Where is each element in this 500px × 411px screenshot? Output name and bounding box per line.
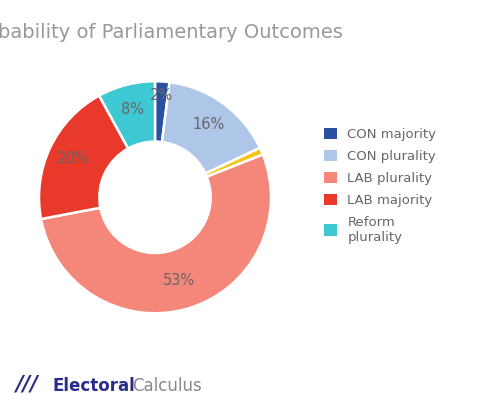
Text: ///: ///: [15, 374, 38, 395]
Wedge shape: [206, 148, 263, 177]
Text: 20%: 20%: [57, 151, 90, 166]
Wedge shape: [39, 96, 128, 219]
Text: 53%: 53%: [163, 273, 196, 289]
Wedge shape: [99, 81, 155, 148]
Text: Calculus: Calculus: [132, 376, 202, 395]
Text: 16%: 16%: [192, 117, 224, 132]
Legend: CON majority, CON plurality, LAB plurality, LAB majority, Reform
plurality: CON majority, CON plurality, LAB plurali…: [321, 125, 439, 246]
Text: Electoral: Electoral: [52, 376, 135, 395]
Wedge shape: [155, 81, 170, 142]
Title: Probability of Parliamentary Outcomes: Probability of Parliamentary Outcomes: [0, 23, 343, 42]
Text: 8%: 8%: [121, 102, 144, 117]
Text: 2%: 2%: [150, 88, 173, 103]
Wedge shape: [162, 82, 260, 173]
Wedge shape: [41, 155, 271, 313]
